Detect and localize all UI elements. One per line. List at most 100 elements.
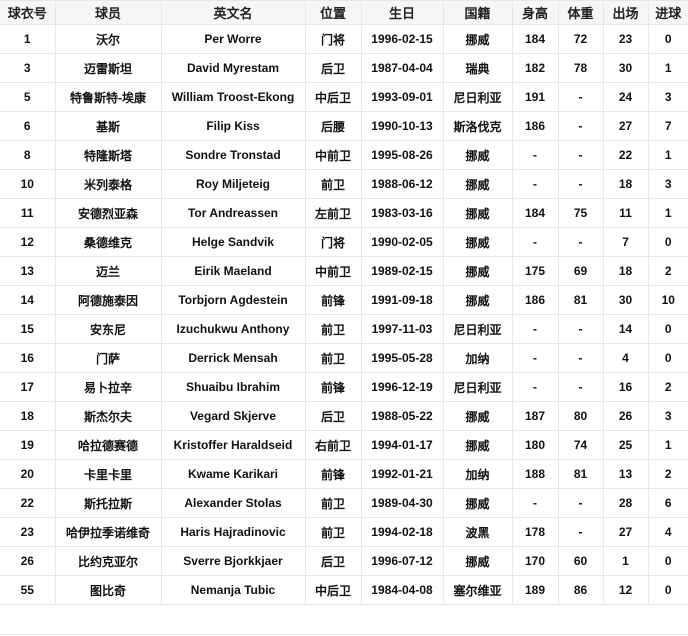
table-row: 15 安东尼 Izuchukwu Anthony 前卫 1997-11-03 尼日利亚 - -… (0, 314, 688, 344)
cell-player-name: 比约克亚尔 (54, 546, 162, 576)
cell-appearances: 14 (602, 314, 649, 344)
cell-nationality: 尼日利亚 (442, 82, 513, 112)
table-row: 20 卡里卡里 Kwame Karikari 前锋 1992-01-21 加纳 188 81 1… (0, 459, 688, 489)
table-row: 17 易卜拉辛 Shuaibu Ibrahim 前锋 1996-12-19 尼日利亚 - -1… (0, 372, 688, 402)
cell-english-name: Per Worre (160, 24, 306, 54)
cell-weight: - (557, 343, 604, 373)
cell-weight: - (557, 140, 604, 170)
cell-goals: 3 (647, 401, 688, 431)
cell-goals: 2 (647, 459, 688, 489)
column-header-goals[interactable]: 进球 (647, 0, 688, 25)
cell-goals: 3 (647, 169, 688, 199)
cell-height: - (511, 488, 559, 518)
cell-goals: 0 (647, 575, 688, 605)
cell-position: 后卫 (304, 401, 362, 431)
cell-jersey-number: 8 (0, 140, 56, 170)
cell-appearances: 27 (602, 517, 649, 547)
cell-jersey-number: 10 (0, 169, 56, 199)
cell-weight: - (557, 169, 604, 199)
cell-jersey-number: 18 (0, 401, 56, 431)
cell-english-name: Eirik Maeland (160, 256, 306, 286)
cell-goals: 0 (647, 546, 688, 576)
cell-english-name: Torbjorn Agdestein (160, 285, 306, 315)
cell-weight: 74 (557, 430, 604, 460)
cell-goals: 2 (647, 372, 688, 402)
cell-appearances: 12 (602, 575, 649, 605)
column-header-position[interactable]: 位置 (304, 0, 362, 25)
cell-height: 180 (511, 430, 559, 460)
table-row: 16 门萨 Derrick Mensah 前卫 1995-05-28 加纳 - -4 0 (0, 343, 688, 373)
cell-jersey-number: 17 (0, 372, 56, 402)
table-row: 55 图比奇 Nemanja Tubic 中后卫 1984-04-08 塞尔维亚 189 86… (0, 575, 688, 605)
cell-height: 182 (511, 53, 559, 83)
cell-weight: 60 (557, 546, 604, 576)
cell-jersey-number: 3 (0, 53, 56, 83)
cell-height: 184 (511, 198, 559, 228)
cell-jersey-number: 55 (0, 575, 56, 605)
cell-position: 中前卫 (304, 140, 362, 170)
cell-english-name: Tor Andreassen (160, 198, 306, 228)
cell-jersey-number: 5 (0, 82, 56, 112)
cell-height: 178 (511, 517, 559, 547)
column-header-nationality[interactable]: 国籍 (442, 0, 513, 25)
cell-height: 191 (511, 82, 559, 112)
cell-english-name: Shuaibu Ibrahim (160, 372, 306, 402)
column-header-birthday[interactable]: 生日 (360, 0, 444, 25)
cell-height: 189 (511, 575, 559, 605)
column-header-player-name[interactable]: 球员 (54, 0, 162, 25)
table-header-row: 球衣号 球员 英文名 位置 生日 国籍 身高 体重 出场 进球 (0, 0, 688, 25)
cell-nationality: 挪威 (442, 488, 513, 518)
cell-birthday: 1996-02-15 (360, 24, 444, 54)
cell-jersey-number: 11 (0, 198, 56, 228)
table-row: 23 哈伊拉季诺维奇 Haris Hajradinovic 前卫 1994-02-18 波… (0, 517, 688, 547)
cell-goals: 1 (647, 198, 688, 228)
cell-player-name: 阿德施泰因 (54, 285, 162, 315)
cell-goals: 2 (647, 256, 688, 286)
cell-player-name: 桑德维克 (54, 227, 162, 257)
cell-height: 170 (511, 546, 559, 576)
cell-player-name: 斯杰尔夫 (54, 401, 162, 431)
column-header-height[interactable]: 身高 (511, 0, 559, 25)
cell-goals: 1 (647, 140, 688, 170)
cell-position: 前卫 (304, 314, 362, 344)
cell-birthday: 1990-10-13 (360, 111, 444, 141)
cell-birthday: 1996-12-19 (360, 372, 444, 402)
cell-appearances: 1 (602, 546, 649, 576)
cell-jersey-number: 6 (0, 111, 56, 141)
cell-birthday: 1988-05-22 (360, 401, 444, 431)
cell-appearances: 23 (602, 24, 649, 54)
cell-appearances: 28 (602, 488, 649, 518)
column-header-weight[interactable]: 体重 (557, 0, 604, 25)
cell-player-name: 特鲁斯特-埃康 (54, 82, 162, 112)
cell-player-name: 哈拉德赛德 (54, 430, 162, 460)
cell-appearances: 30 (602, 285, 649, 315)
cell-player-name: 哈伊拉季诺维奇 (54, 517, 162, 547)
cell-goals: 1 (647, 430, 688, 460)
cell-weight: - (557, 111, 604, 141)
cell-player-name: 图比奇 (54, 575, 162, 605)
cell-height: - (511, 314, 559, 344)
cell-birthday: 1995-05-28 (360, 343, 444, 373)
cell-jersey-number: 19 (0, 430, 56, 460)
cell-weight: 75 (557, 198, 604, 228)
cell-appearances: 7 (602, 227, 649, 257)
cell-appearances: 27 (602, 111, 649, 141)
cell-nationality: 尼日利亚 (442, 372, 513, 402)
cell-position: 中前卫 (304, 256, 362, 286)
column-header-english-name[interactable]: 英文名 (160, 0, 306, 25)
table-row: 22 斯托拉斯 Alexander Stolas 前卫 1989-04-30 挪威 - -28… (0, 488, 688, 518)
cell-english-name: David Myrestam (160, 53, 306, 83)
cell-appearances: 4 (602, 343, 649, 373)
cell-player-name: 安德烈亚森 (54, 198, 162, 228)
column-header-appearances[interactable]: 出场 (602, 0, 649, 25)
cell-jersey-number: 13 (0, 256, 56, 286)
column-header-jersey-number[interactable]: 球衣号 (0, 0, 56, 25)
table-row: 18 斯杰尔夫 Vegard Skjerve 后卫 1988-05-22 挪威 187 80 2… (0, 401, 688, 431)
cell-weight: - (557, 488, 604, 518)
cell-position: 后卫 (304, 53, 362, 83)
cell-weight: 78 (557, 53, 604, 83)
cell-birthday: 1989-04-30 (360, 488, 444, 518)
cell-goals: 10 (647, 285, 688, 315)
cell-jersey-number: 15 (0, 314, 56, 344)
cell-weight: 80 (557, 401, 604, 431)
